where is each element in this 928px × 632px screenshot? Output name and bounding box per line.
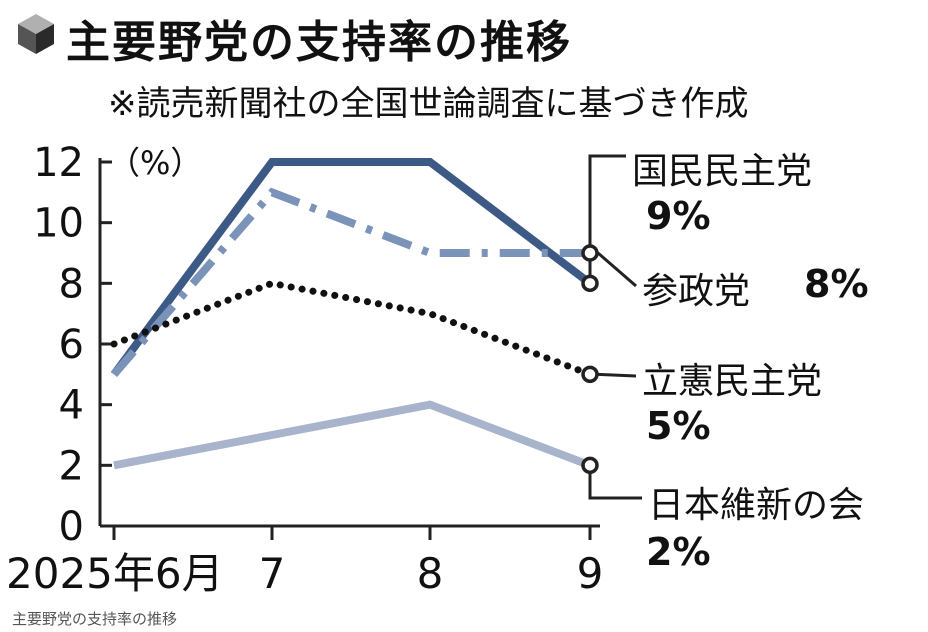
legend-rikken-name: 立憲民主党 <box>642 361 823 402</box>
end-point-marker <box>581 274 599 293</box>
chart-subtitle: ※読売新聞社の全国世論調査に基づき作成 <box>108 84 749 124</box>
y-tick-label: 10 <box>33 201 84 247</box>
end-point-marker <box>581 456 599 475</box>
leader-line <box>597 251 637 288</box>
end-point-marker <box>581 244 599 262</box>
series-line-2 <box>110 187 590 377</box>
x-tick-label: 7 <box>259 549 286 598</box>
leader-line <box>597 372 637 378</box>
legend-kokumin-value: 9% <box>646 194 711 238</box>
chart-title: 主要野党の支持率の推移 <box>66 17 572 68</box>
legend-ishin-name: 日本維新の会 <box>648 485 865 526</box>
cube-icon <box>18 14 54 54</box>
series-line-4 <box>113 400 592 470</box>
legend-rikken-value: 5% <box>646 404 711 448</box>
x-tick-label: 8 <box>417 549 444 598</box>
legend-sansei-name: 参政党 <box>642 271 751 312</box>
y-tick-label: 0 <box>59 504 84 550</box>
end-point-marker <box>581 365 599 384</box>
legend-kokumin-name: 国民民主党 <box>632 151 813 192</box>
series-line-1 <box>110 158 593 377</box>
y-tick-label: 4 <box>59 383 84 429</box>
y-unit-label: （%） <box>108 144 202 182</box>
y-tick-label: 2 <box>59 443 84 489</box>
y-tick-label: 12 <box>33 140 84 186</box>
leader-line <box>588 154 626 276</box>
y-tick-label: 8 <box>59 261 84 307</box>
leader-line <box>588 473 642 500</box>
x-tick-label: 2025年6月 <box>6 549 224 598</box>
legend-sansei-value: 8% <box>804 262 869 306</box>
x-tick-label: 9 <box>577 549 604 598</box>
image-caption: 主要野党の支持率の推移 <box>12 610 178 628</box>
legend-ishin-value: 2% <box>646 530 711 574</box>
y-tick-label: 6 <box>59 322 84 368</box>
